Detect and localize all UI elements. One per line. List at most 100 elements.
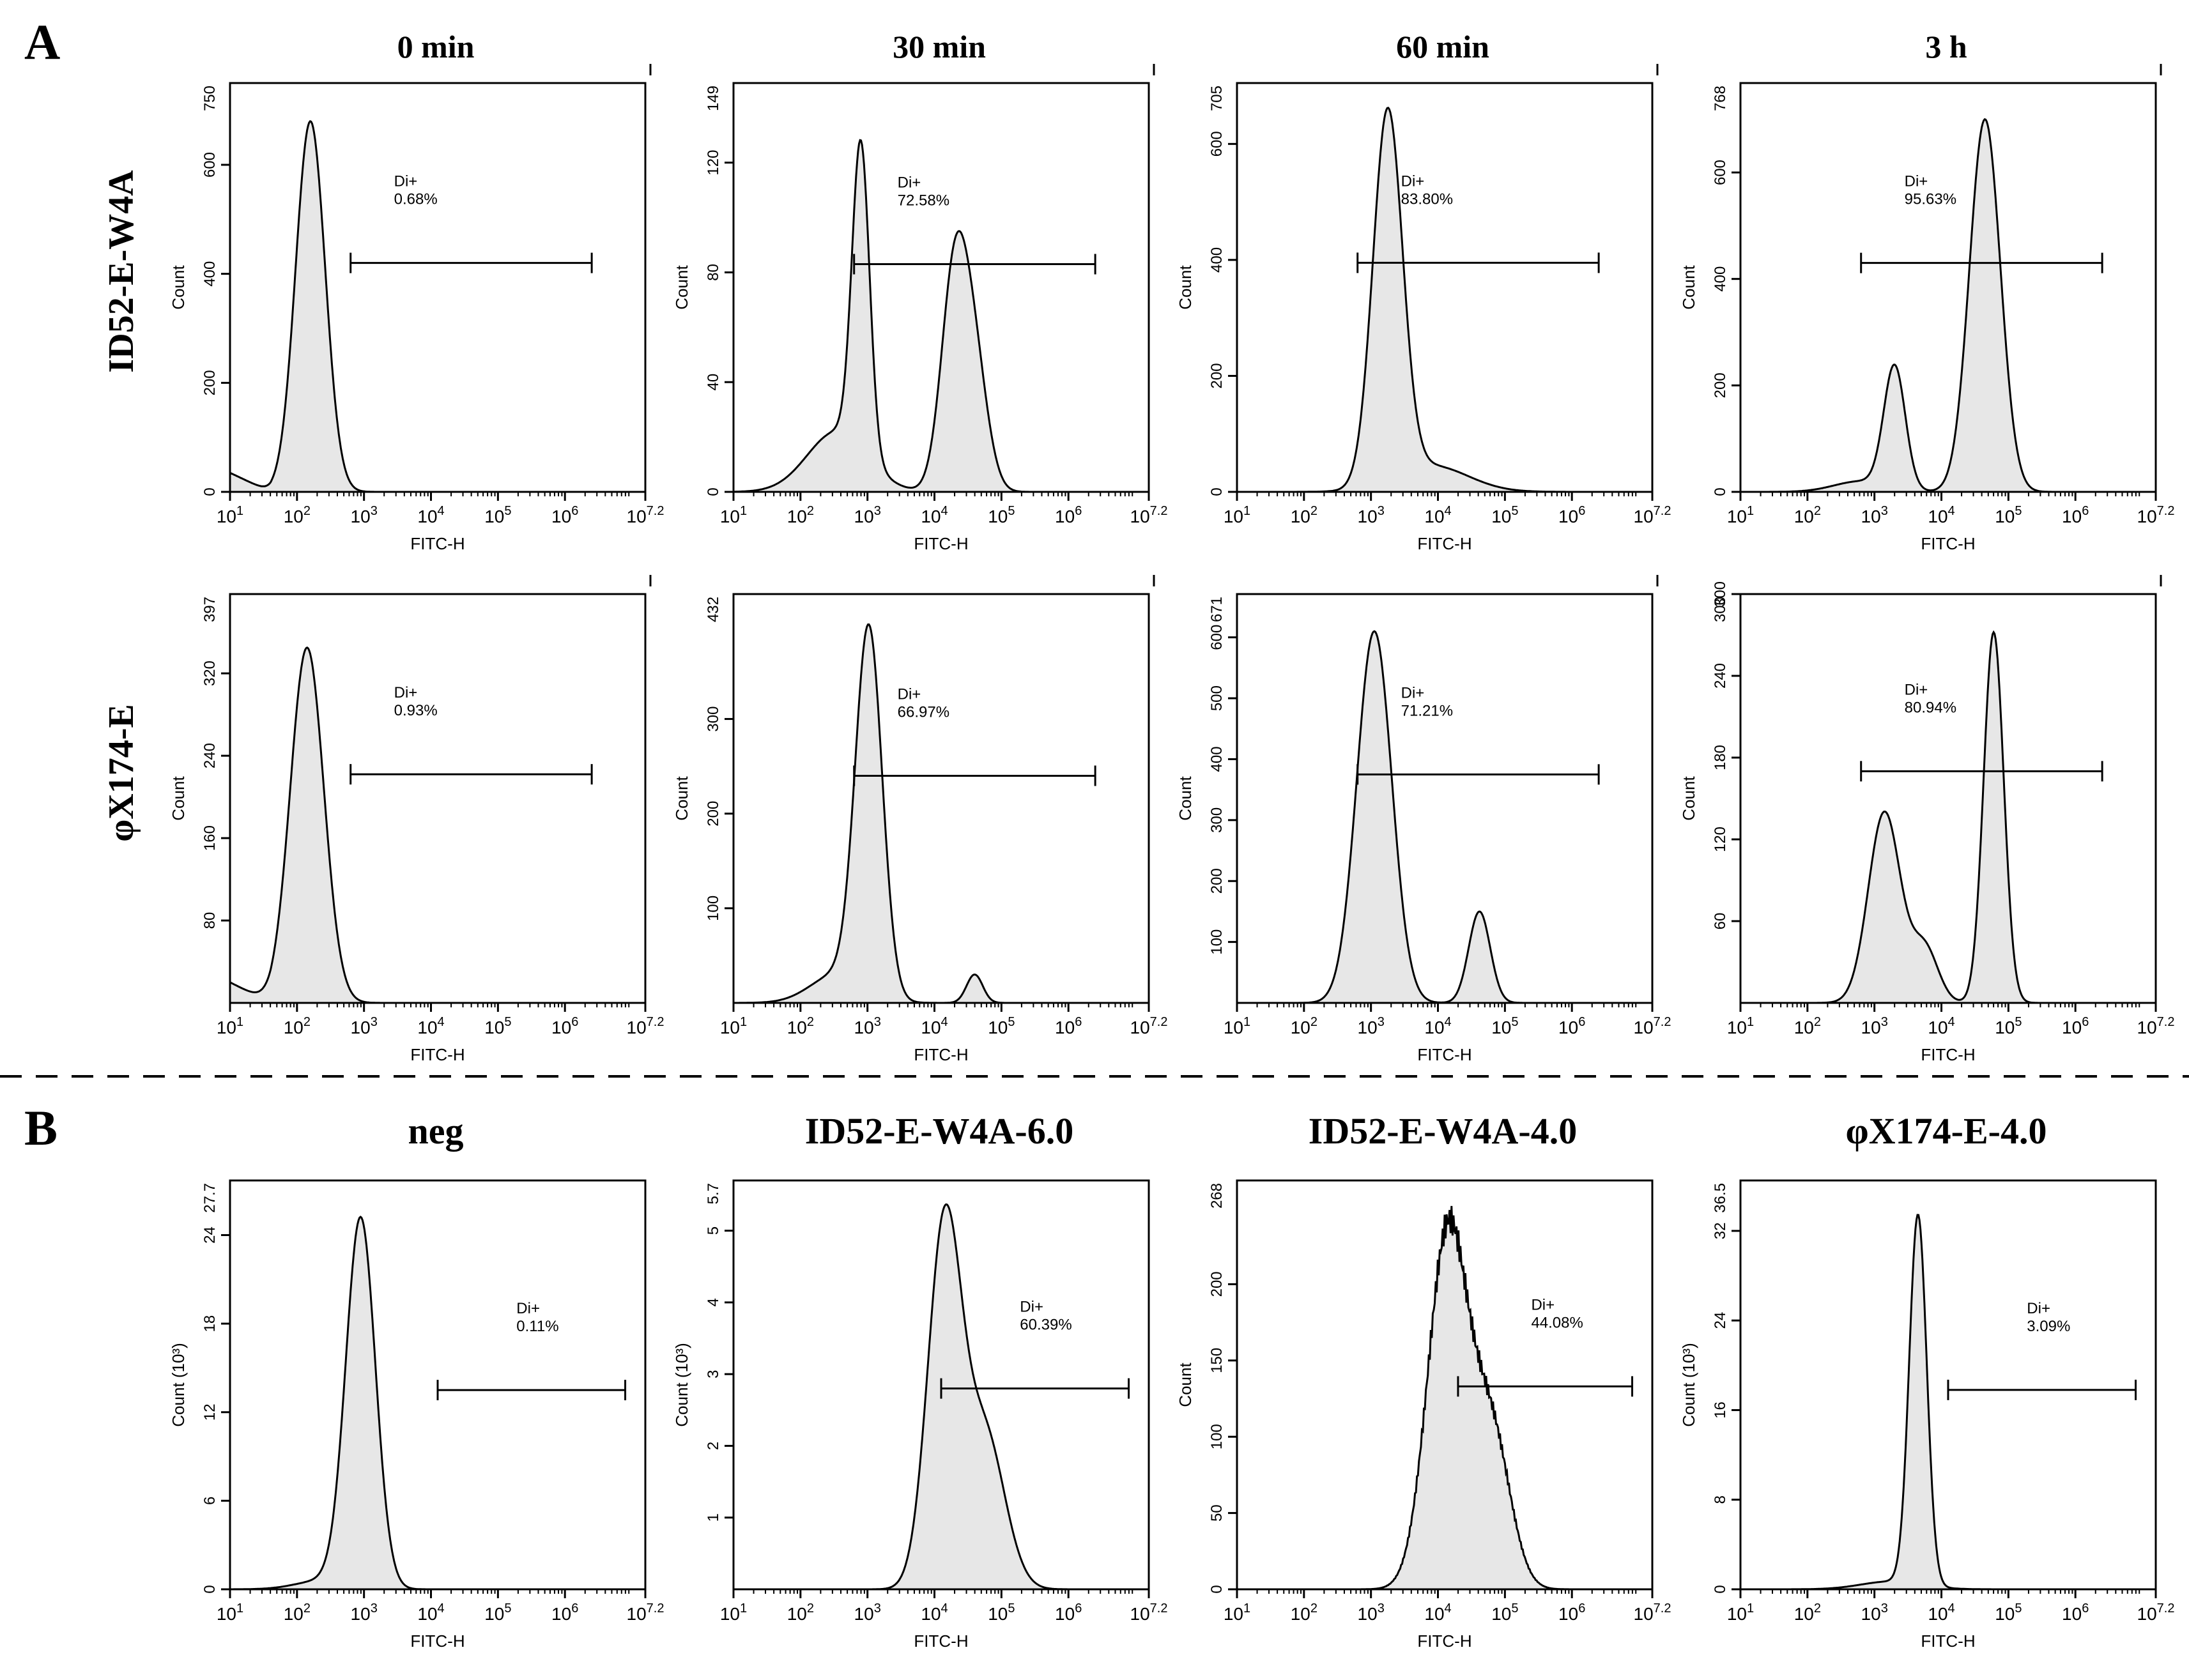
y-axis-label: Count (10³) bbox=[1679, 1343, 1698, 1427]
x-tick-label: 107.2 bbox=[1634, 1015, 1671, 1037]
y-tick-label: 80 bbox=[201, 912, 219, 929]
y-axis-label: Count bbox=[1176, 265, 1195, 310]
x-tick-label: 105 bbox=[988, 504, 1015, 526]
histogram-area bbox=[734, 623, 1149, 1004]
histogram-area bbox=[1237, 1205, 1652, 1591]
row-label-phix174: φX174-E bbox=[102, 704, 141, 841]
y-top-label: 27.7 bbox=[201, 1183, 219, 1213]
y-tick-label: 24 bbox=[201, 1226, 219, 1244]
x-axis-label: FITC-H bbox=[914, 1045, 968, 1064]
y-tick-label: 0 bbox=[1208, 487, 1225, 496]
x-tick-label: 104 bbox=[921, 504, 948, 526]
x-tick-label: 102 bbox=[1291, 1601, 1317, 1624]
y-tick-label: 160 bbox=[201, 825, 219, 851]
timepoint-title-3h: 3 h bbox=[1925, 29, 1967, 65]
x-tick-label: 101 bbox=[217, 1015, 243, 1037]
y-top-label: 432 bbox=[705, 597, 722, 622]
y-top-label: 268 bbox=[1208, 1183, 1225, 1209]
plot-frame bbox=[732, 82, 1150, 493]
y-tick-label: 0 bbox=[705, 487, 722, 496]
gate-name: Di+ bbox=[898, 685, 921, 703]
y-axis-label: Count bbox=[672, 776, 691, 821]
x-tick-label: 107.2 bbox=[1130, 1015, 1168, 1037]
histogram-plot: 0 8 16 24 32 36.5 Count (10³) 101 102 103 104 105 10… bbox=[1679, 1179, 2174, 1651]
plot-frame bbox=[229, 1179, 647, 1591]
y-tick-label: 600 bbox=[1208, 131, 1225, 157]
histogram-plot: 80 160 240 320 397 Count 101 102 103 104 105 106 107… bbox=[169, 575, 664, 1064]
y-tick-label: 600 bbox=[1208, 625, 1225, 650]
x-tick-label: 102 bbox=[1794, 1601, 1821, 1624]
y-tick-label: 80 bbox=[705, 264, 722, 281]
x-tick-label: 102 bbox=[284, 1601, 311, 1624]
gate-percent: 80.94% bbox=[1905, 699, 1956, 716]
x-tick-label: 106 bbox=[1558, 1015, 1585, 1037]
x-tick-label: 102 bbox=[787, 1015, 814, 1037]
condition-title-phix174-4: φX174-E-4.0 bbox=[1846, 1110, 2047, 1152]
histogram-area bbox=[1740, 630, 2156, 1004]
y-tick-label: 5 bbox=[705, 1226, 722, 1235]
gate-percent: 72.58% bbox=[898, 192, 949, 209]
x-tick-label: 104 bbox=[921, 1601, 948, 1624]
y-tick-label: 600 bbox=[201, 152, 219, 178]
panel-label-b: B bbox=[24, 1100, 58, 1156]
y-tick-label: 6 bbox=[201, 1497, 219, 1505]
y-tick-label: 200 bbox=[1712, 372, 1729, 398]
histogram-area bbox=[1740, 118, 2156, 493]
panel-label-a: A bbox=[24, 14, 60, 70]
gate-name: Di+ bbox=[1531, 1296, 1555, 1313]
x-tick-label: 101 bbox=[1727, 1601, 1754, 1624]
x-tick-label: 103 bbox=[854, 1015, 881, 1037]
x-tick-label: 102 bbox=[284, 1015, 311, 1037]
row-label-id52: ID52-E-W4A bbox=[102, 170, 141, 373]
x-tick-label: 101 bbox=[1224, 1601, 1250, 1624]
y-tick-label: 0 bbox=[201, 487, 219, 496]
x-tick-label: 105 bbox=[484, 504, 511, 526]
x-tick-label: 103 bbox=[1358, 1015, 1385, 1037]
y-tick-label: 24 bbox=[1712, 1312, 1729, 1329]
x-tick-label: 106 bbox=[2062, 1015, 2089, 1037]
x-axis-label: FITC-H bbox=[1417, 1631, 1471, 1651]
x-tick-label: 107.2 bbox=[1634, 1601, 1671, 1624]
x-tick-label: 107.2 bbox=[1634, 504, 1671, 526]
x-tick-label: 106 bbox=[551, 1601, 578, 1624]
x-tick-label: 102 bbox=[1291, 504, 1317, 526]
x-tick-label: 106 bbox=[1558, 1601, 1585, 1624]
x-tick-label: 107.2 bbox=[1130, 504, 1168, 526]
plot-frame bbox=[1739, 1179, 2157, 1591]
x-tick-label: 105 bbox=[484, 1601, 511, 1624]
gate-percent: 95.63% bbox=[1905, 191, 1956, 208]
x-tick-label: 106 bbox=[2062, 1601, 2089, 1624]
y-top-label: 671 bbox=[1208, 597, 1225, 622]
y-tick-label: 40 bbox=[705, 374, 722, 391]
gate-name: Di+ bbox=[1905, 681, 1928, 698]
gate-percent: 83.80% bbox=[1401, 190, 1453, 208]
y-top-label: 397 bbox=[201, 597, 219, 622]
y-axis-label: Count bbox=[1679, 265, 1698, 310]
y-tick-label: 60 bbox=[1712, 913, 1729, 930]
y-tick-label: 120 bbox=[705, 150, 722, 176]
x-tick-label: 101 bbox=[217, 504, 243, 526]
x-tick-label: 103 bbox=[351, 1015, 378, 1037]
x-tick-label: 101 bbox=[720, 504, 747, 526]
y-tick-label: 400 bbox=[201, 261, 219, 287]
histogram-plot: 100 200 300 400 500 600 671 Count 101 102 103 104 10… bbox=[1176, 575, 1671, 1064]
gate-name: Di+ bbox=[1020, 1299, 1043, 1316]
y-tick-label: 3 bbox=[705, 1370, 722, 1378]
x-axis-label: FITC-H bbox=[1921, 534, 1975, 553]
y-tick-label: 200 bbox=[1208, 868, 1225, 894]
y-tick-label: 16 bbox=[1712, 1401, 1729, 1419]
x-tick-label: 101 bbox=[1224, 504, 1250, 526]
y-axis-label: Count (10³) bbox=[169, 1343, 188, 1427]
x-tick-label: 103 bbox=[854, 1601, 881, 1624]
x-tick-label: 101 bbox=[720, 1601, 747, 1624]
x-tick-label: 105 bbox=[484, 1015, 511, 1037]
y-tick-label: 32 bbox=[1712, 1223, 1729, 1240]
histogram-plot: 0 200 400 600 750 Count 101 102 103 104 105 106 107.… bbox=[169, 64, 664, 553]
y-top-label: 36.5 bbox=[1712, 1183, 1729, 1213]
y-top-label: 5.7 bbox=[705, 1183, 722, 1204]
timepoint-title-30min: 30 min bbox=[893, 29, 986, 65]
gate-name: Di+ bbox=[2027, 1300, 2050, 1317]
x-tick-label: 105 bbox=[1491, 1601, 1518, 1624]
plot-frame bbox=[229, 593, 647, 1004]
